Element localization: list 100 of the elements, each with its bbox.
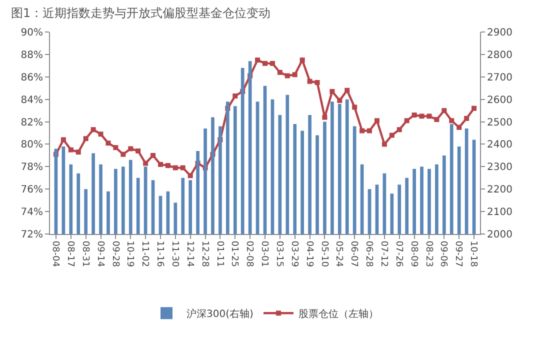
point: [352, 104, 358, 110]
y-tick-label: 90%: [20, 28, 43, 38]
x-tick-label: 08-04: [50, 240, 60, 268]
x-tick-label: 10-19: [124, 240, 135, 268]
point: [382, 142, 387, 147]
point: [277, 70, 282, 75]
x-tick-label: 09-27: [453, 240, 464, 267]
x-tick-label: 03-29: [288, 240, 299, 268]
point: [68, 147, 74, 152]
x-tick-label: 03-01: [259, 240, 270, 267]
y2-tick-label: 2900: [487, 28, 512, 38]
point: [270, 60, 275, 66]
point: [337, 98, 342, 103]
point: [344, 88, 350, 93]
x-tick-label: 07-26: [393, 240, 404, 268]
x-tick-label: 01-11: [214, 240, 224, 267]
x-tick-label: 12-14: [184, 240, 194, 268]
point: [255, 58, 260, 63]
x-tick-label: 09-28: [110, 240, 120, 268]
x-tick-label: 02-08: [244, 240, 254, 268]
point: [300, 58, 305, 63]
point: [472, 106, 477, 111]
point: [434, 117, 440, 122]
y2-tick-label: 2700: [487, 72, 512, 84]
x-tick-label: 11-02: [140, 240, 150, 267]
point: [307, 78, 312, 84]
point: [396, 127, 402, 132]
point: [449, 118, 454, 124]
point: [314, 80, 320, 85]
y2-tick-label: 2600: [487, 94, 512, 106]
point: [113, 145, 118, 150]
chart-title: 图1：近期指数走势与开放式偏股型基金仓位变动: [11, 6, 271, 20]
x-tick-label: 07-12: [378, 240, 389, 267]
point: [404, 118, 410, 124]
point: [136, 148, 141, 154]
y-tick-label: 88%: [20, 50, 43, 61]
x-tick-label: 11-16: [154, 240, 165, 268]
point: [284, 73, 290, 78]
point: [330, 88, 335, 94]
y2-tick-label: 2200: [487, 184, 512, 196]
y2-tick-label: 2400: [487, 140, 512, 151]
point: [419, 114, 424, 119]
y-tick-label: 82%: [20, 117, 43, 128]
y2-tick-label: 2000: [487, 230, 512, 240]
x-tick-label: 08-17: [64, 240, 75, 267]
legend-label: 沪深300(右轴): [186, 308, 254, 320]
point: [90, 127, 96, 132]
x-tick-label: 08-31: [80, 240, 90, 267]
point: [374, 118, 380, 124]
x-tick-label: 03-15: [274, 240, 284, 267]
point: [367, 128, 372, 134]
y-tick-label: 74%: [20, 207, 43, 218]
x-tick-label: 04-19: [304, 240, 314, 268]
x-tick-label: 06-28: [364, 240, 374, 268]
x-tick-label: 06-07: [348, 240, 359, 267]
point: [262, 60, 268, 66]
x-tick-label: 08-09: [408, 240, 418, 268]
x-tick-label: 05-10: [318, 240, 329, 268]
point: [158, 162, 163, 167]
point: [180, 165, 186, 170]
point: [106, 140, 111, 146]
y-tick-label: 80%: [20, 140, 43, 151]
point: [322, 114, 328, 120]
point: [232, 93, 238, 98]
point: [83, 136, 88, 142]
y2-tick-label: 2300: [487, 162, 512, 174]
point: [360, 128, 365, 134]
point: [389, 132, 394, 138]
point: [292, 72, 298, 78]
point: [165, 163, 170, 168]
legend-label: 股票仓位（左轴）: [298, 308, 378, 320]
point: [456, 124, 462, 130]
point: [188, 173, 193, 178]
point: [442, 108, 447, 114]
x-tick-label: 05-24: [334, 240, 344, 268]
point: [172, 165, 178, 170]
point: [150, 152, 156, 158]
y2-tick-label: 2100: [487, 207, 512, 218]
point: [412, 112, 417, 118]
y-tick-label: 86%: [20, 72, 43, 84]
y-tick-label: 76%: [20, 184, 43, 196]
y-tick-label: 72%: [20, 230, 43, 240]
point: [426, 114, 432, 119]
x-tick-label: 01-25: [229, 240, 240, 267]
point: [60, 137, 66, 142]
x-tick-label: 09-14: [94, 240, 105, 268]
point: [98, 132, 104, 137]
point: [128, 146, 134, 152]
point: [143, 160, 148, 166]
x-tick-label: 10-18: [468, 240, 478, 268]
y-tick-label: 84%: [20, 94, 43, 106]
x-tick-label: 09-06: [438, 240, 448, 268]
y-tick-label: 78%: [20, 162, 43, 174]
y2-tick-label: 2500: [487, 117, 512, 128]
x-tick-label: 11-30: [169, 240, 180, 268]
point: [464, 116, 470, 121]
point: [120, 152, 126, 157]
x-tick-label: 08-23: [423, 240, 434, 267]
point: [76, 150, 81, 155]
y2-tick-label: 2800: [487, 50, 512, 61]
